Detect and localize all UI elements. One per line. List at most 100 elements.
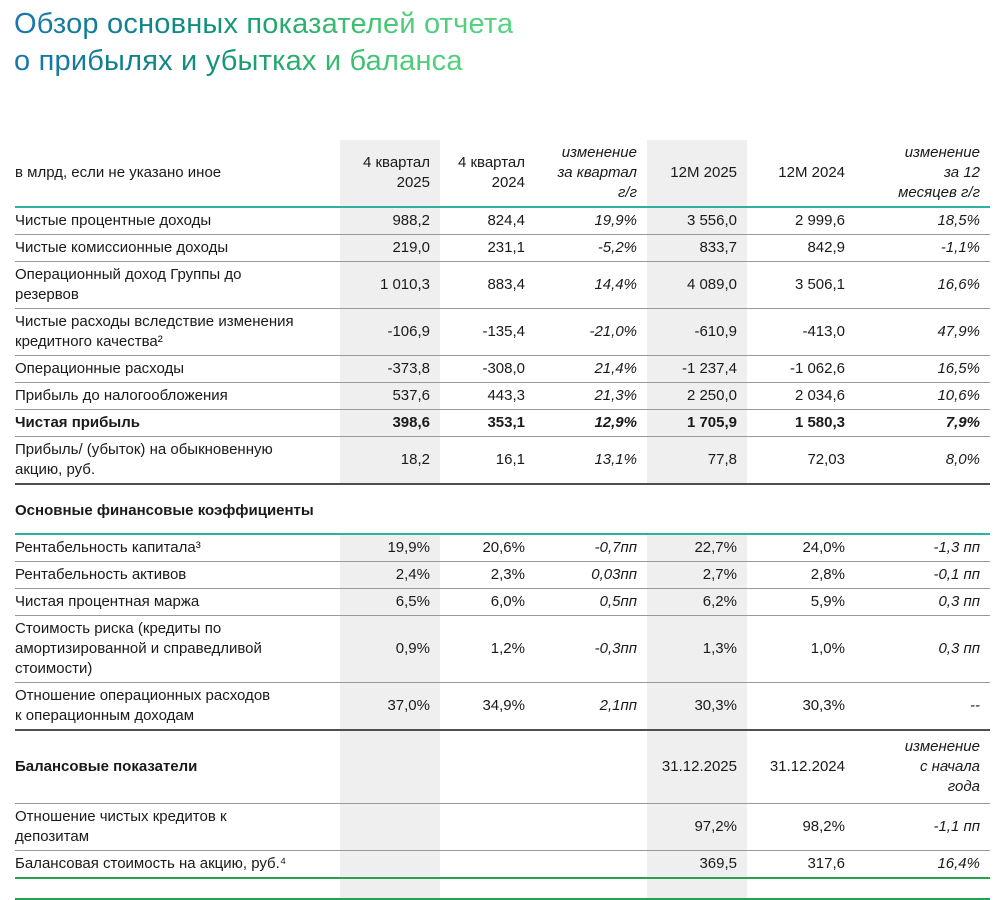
row-label: Чистые процентные доходы [15, 212, 212, 229]
table-row: Чистые комиссионные доходы 219,0 231,1 -5,2… [15, 234, 990, 262]
table-row: Рентабельность капитала³ 19,9% 20,6% -0,7пп… [15, 534, 990, 562]
row-label: Чистые комиссионные доходы [15, 239, 229, 256]
cell-value: 13,1% [594, 451, 637, 468]
cell-value: 231,1 [487, 239, 525, 256]
cell-value: 988,2 [340, 207, 440, 235]
cell-value: 2,1пп [599, 697, 637, 714]
cell-value: 34,9% [482, 697, 525, 714]
cell-value [535, 804, 647, 851]
cell-value: -373,8 [340, 355, 440, 383]
column-header: 12M 2025 [647, 140, 747, 207]
row-label: Балансовые показатели [15, 758, 198, 775]
cell-value: -610,9 [647, 308, 747, 356]
cell-value: 30,3% [647, 682, 747, 730]
table-row: Чистые процентные доходы 988,2 824,4 19,9% 3… [15, 207, 990, 235]
cell-value: -0,3пп [594, 640, 637, 657]
table-row: Балансовая стоимость на акцию, руб.⁴ 369,… [15, 850, 990, 879]
cell-value: 30,3% [802, 697, 845, 714]
cell-value [440, 730, 535, 804]
row-label: Стоимость риска (кредиты по амортизирова… [15, 620, 262, 677]
row-label: Прибыль/ (убыток) на обыкновенную акцию,… [15, 441, 273, 478]
cell-value: -21,0% [589, 323, 637, 340]
cell-value: 0,3 пп [938, 593, 980, 610]
cell-value: 842,9 [807, 239, 845, 256]
row-label [15, 878, 340, 899]
cell-value: -1,3 пп [933, 539, 980, 556]
cell-value: 19,9% [340, 534, 440, 562]
cell-value: 3 556,0 [647, 207, 747, 235]
cell-value: 0,9% [340, 615, 440, 683]
cell-value: 0,3 пп [938, 640, 980, 657]
cell-value: 77,8 [647, 436, 747, 484]
cell-value: 18,5% [937, 212, 980, 229]
cell-value: 1,3% [647, 615, 747, 683]
cell-value: 219,0 [340, 234, 440, 262]
cell-value: -0,1 пп [933, 566, 980, 583]
cell-value [535, 851, 647, 879]
cell-value: 369,5 [647, 850, 747, 878]
column-header: 12M 2024 [778, 164, 845, 181]
row-label: Операционный доход Группы до резервов [15, 266, 242, 303]
cell-value: -1,1% [940, 239, 980, 256]
cell-value [340, 878, 440, 899]
cell-value: 2,4% [340, 561, 440, 589]
cell-value: 883,4 [487, 276, 525, 293]
section-title: Основные финансовые коэффициенты [15, 484, 990, 534]
cell-value: 833,7 [647, 234, 747, 262]
cell-value: 16,4% [937, 855, 980, 872]
cell-value: 2,8% [810, 566, 845, 583]
cell-value: -106,9 [340, 308, 440, 356]
cell-value [440, 851, 535, 879]
cell-value: 6,2% [647, 588, 747, 616]
row-label: Рентабельность капитала³ [15, 539, 201, 556]
table-header: в млрд, если не указано иное 4 квартал 20… [15, 140, 990, 207]
cell-value: 824,4 [487, 212, 525, 229]
cell-value: 3 506,1 [794, 276, 845, 293]
cell-value: 31.12.2024 [769, 758, 845, 775]
column-header: 4 квартал 2024 [457, 154, 525, 191]
table-row: Стоимость риска (кредиты по амортизирова… [15, 615, 990, 683]
cell-value: 2 034,6 [794, 387, 845, 404]
cell-value: 14,4% [594, 276, 637, 293]
table-row: Прибыль до налогообложения 537,6 443,3 21,3… [15, 382, 990, 410]
cell-value: 18,2 [340, 436, 440, 484]
cell-value: 24,0% [802, 539, 845, 556]
cell-value: 1,2% [490, 640, 525, 657]
row-label: Чистая процентная маржа [15, 593, 200, 610]
cell-value: 16,1 [495, 451, 525, 468]
cell-value [440, 878, 535, 899]
row-label: Операционные расходы [15, 360, 185, 377]
cell-value [535, 878, 647, 899]
cell-value: 16,5% [937, 360, 980, 377]
cell-value [440, 804, 535, 851]
cell-value: 10,6% [937, 387, 980, 404]
cell-value: 537,6 [340, 382, 440, 410]
cell-value: -135,4 [482, 323, 525, 340]
cell-value: 2,7% [647, 561, 747, 589]
cell-value: 47,9% [937, 323, 980, 340]
cell-value: 317,6 [807, 855, 845, 872]
cell-value: 353,1 [487, 414, 525, 431]
cell-value: 6,5% [340, 588, 440, 616]
column-header: изменение за квартал г/г [557, 144, 637, 201]
cell-value: 1 010,3 [340, 261, 440, 309]
cell-value [340, 730, 440, 804]
cell-value: изменение с начала года [904, 738, 980, 795]
cell-value: 2 999,6 [794, 212, 845, 229]
section-header-row: Основные финансовые коэффициенты [15, 484, 990, 534]
cell-value: 8,0% [945, 451, 980, 468]
cell-value: 5,9% [810, 593, 845, 610]
row-label: Чистые расходы вследствие изменения кред… [15, 313, 294, 350]
cell-value: 1 705,9 [647, 409, 747, 437]
cell-value: 21,4% [594, 360, 637, 377]
table-row: Рентабельность активов 2,4% 2,3% 0,03пп 2,7%… [15, 561, 990, 589]
cell-value: 20,6% [482, 539, 525, 556]
cell-value: -1 237,4 [647, 355, 747, 383]
column-header: 4 квартал 2025 [340, 140, 440, 207]
cell-value: -1 062,6 [789, 360, 845, 377]
empty-row [15, 878, 990, 899]
row-label: Отношение операционных расходов к операц… [15, 687, 271, 724]
cell-value: 19,9% [594, 212, 637, 229]
cell-value [647, 878, 747, 899]
